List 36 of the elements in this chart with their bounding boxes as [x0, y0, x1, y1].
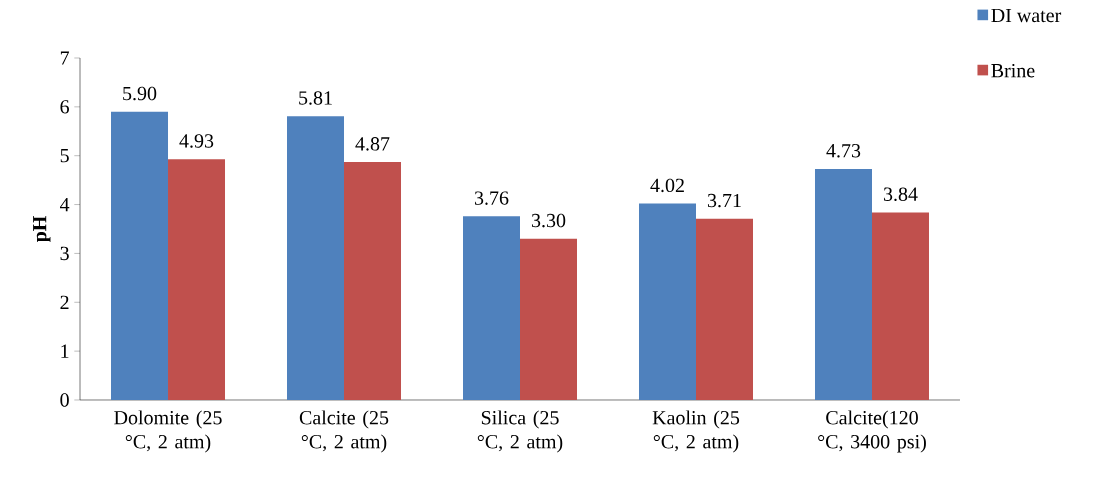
bar	[520, 238, 577, 400]
y-tick-label: 7	[60, 51, 70, 65]
bar	[872, 212, 929, 400]
data-label: 3.84	[883, 187, 918, 202]
bar	[111, 111, 169, 400]
x-tick-label: Calcite(120 °C, 3400 psi)	[818, 410, 926, 453]
x-tick-label: Calcite (25 °C, 2 atm)	[299, 410, 389, 453]
data-label: 4.02	[650, 178, 684, 193]
bar	[463, 216, 520, 400]
y-tick-label: 2	[60, 295, 69, 309]
data-label: 4.93	[179, 134, 214, 148]
bar	[168, 159, 226, 400]
data-label: 4.73	[826, 144, 861, 158]
y-tick-label: 6	[60, 100, 70, 114]
x-tick-label: Dolomite (25 °C, 2 atm)	[114, 410, 222, 453]
legend-label: DI water	[991, 8, 1062, 23]
data-label: 5.81	[299, 91, 332, 105]
bar	[696, 218, 753, 400]
y-tick-label: 5	[60, 149, 69, 163]
data-label: 3.30	[531, 213, 566, 228]
y-tick-label: 3	[60, 246, 69, 261]
data-label: 4.87	[355, 137, 390, 151]
y-tick-label: 1	[61, 344, 69, 358]
x-tick-label: Silica (25 °C, 2 atm)	[477, 410, 563, 453]
x-tick-label: Kaolin (25 °C, 2 atm)	[652, 410, 740, 453]
legend-label: Brine	[991, 63, 1035, 78]
data-label: 3.76	[474, 191, 509, 205]
bar	[287, 116, 345, 400]
y-tick-label: 0	[60, 393, 69, 407]
bar	[814, 168, 872, 400]
data-label: 5.90	[123, 86, 157, 101]
data-label: 3.71	[707, 193, 741, 208]
bar	[639, 203, 696, 400]
bar	[344, 162, 401, 400]
y-axis-title: pH	[33, 215, 51, 243]
y-tick-label: 4	[60, 197, 70, 212]
